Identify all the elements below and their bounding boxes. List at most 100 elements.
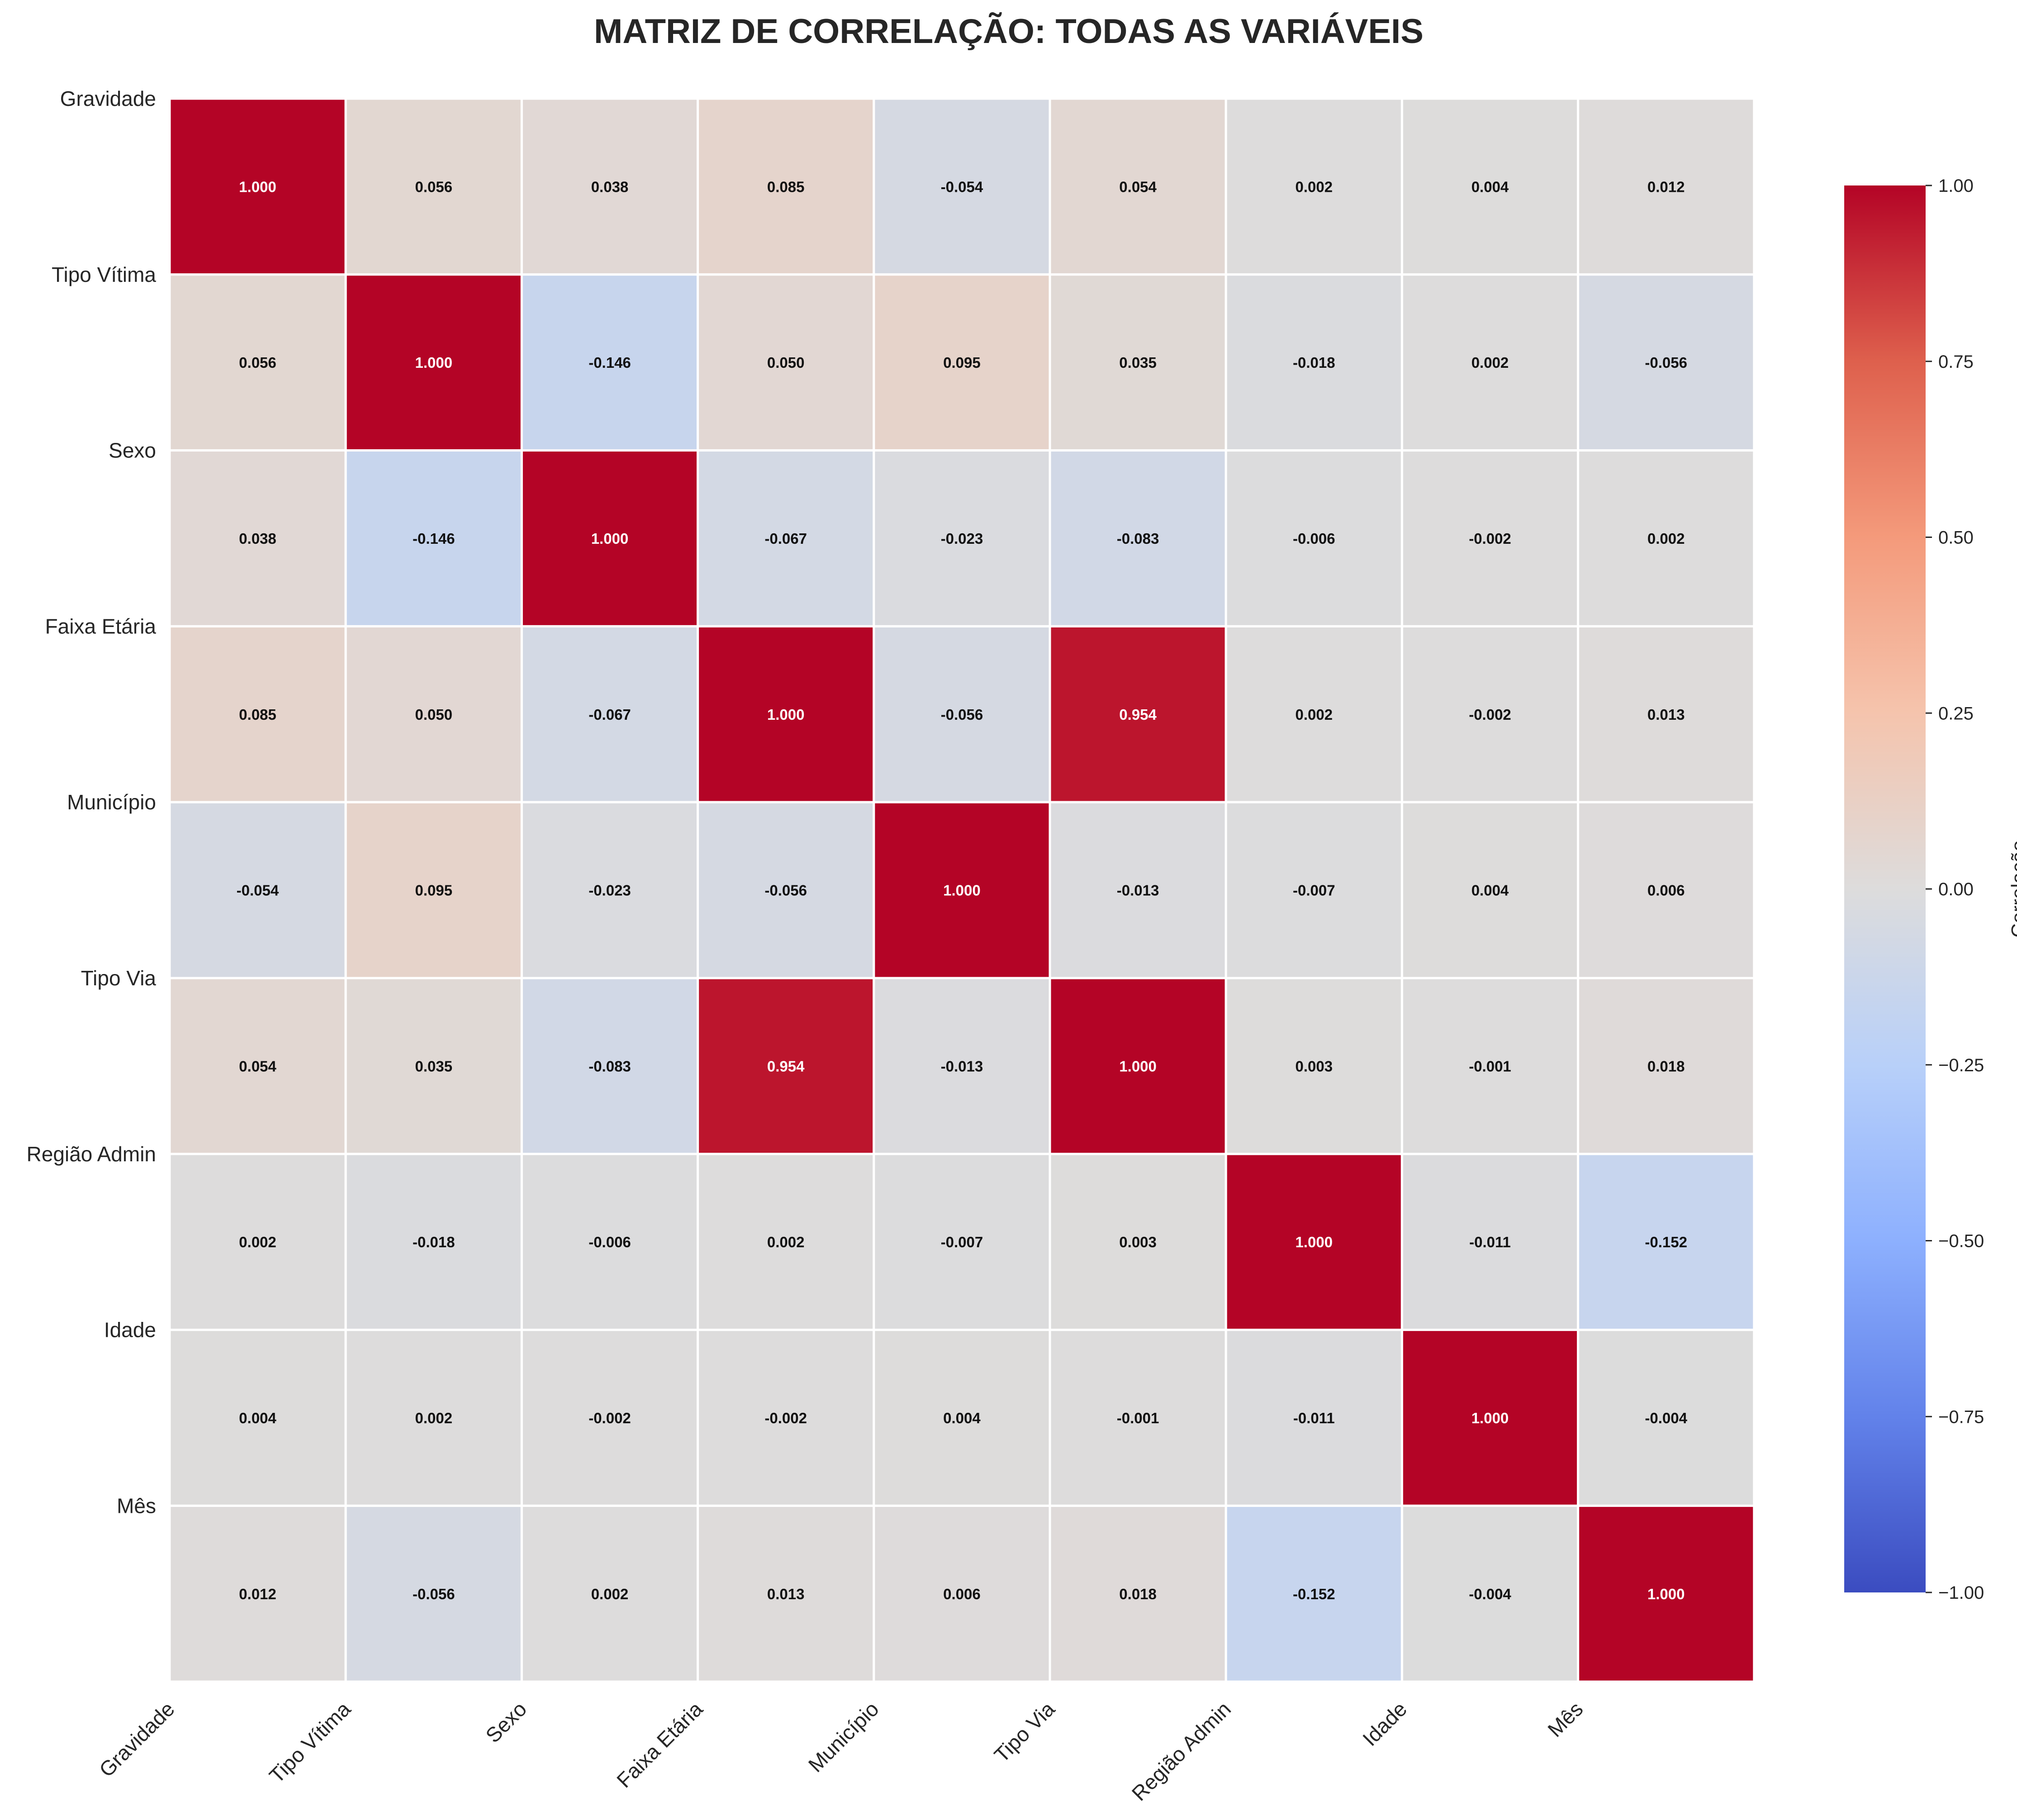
- row-label-2: Sexo: [109, 439, 156, 462]
- cell-value-label-1-7: 0.002: [1471, 354, 1509, 371]
- cell-value-label-3-3: 1.000: [767, 706, 805, 723]
- cell-value-label-2-2: 1.000: [591, 530, 629, 547]
- heatmap-cell-4-8: [1577, 801, 1756, 979]
- heatmap-cell-5-7: [1400, 977, 1580, 1155]
- cell-value-label-0-1: 0.056: [415, 178, 453, 195]
- row-label-3: Faixa Etária: [45, 614, 157, 638]
- row-label-6: Região Admin: [27, 1142, 156, 1166]
- cell-value-label-5-0: 0.054: [239, 1058, 276, 1074]
- cell-value-label-8-4: 0.006: [943, 1586, 981, 1602]
- heatmap-cell-5-5: [1049, 977, 1227, 1155]
- cell-value-label-4-3: -0.056: [764, 882, 807, 899]
- heatmap-cell-6-6: [1224, 1153, 1403, 1331]
- cell-value-label-5-8: 0.018: [1647, 1058, 1685, 1074]
- heatmap-cell-7-6: [1224, 1329, 1403, 1507]
- cell-value-label-3-5: 0.954: [1119, 706, 1157, 723]
- heatmap-cell-3-7: [1400, 625, 1580, 803]
- heatmap-cell-0-2: [520, 97, 699, 276]
- heatmap-cell-7-0: [168, 1329, 347, 1507]
- heatmap-cell-3-0: [168, 625, 347, 803]
- cell-value-label-7-5: -0.001: [1117, 1410, 1159, 1426]
- cell-value-label-8-6: -0.152: [1293, 1586, 1335, 1602]
- cell-value-label-2-3: -0.067: [764, 530, 807, 547]
- colorbar-tick-label-1: 0.75: [1938, 352, 1974, 372]
- cell-value-label-4-5: -0.013: [1117, 882, 1159, 899]
- heatmap-cell-1-3: [697, 273, 875, 452]
- column-label-2: Sexo: [481, 1697, 531, 1747]
- heatmap-cell-1-6: [1224, 273, 1403, 452]
- cell-value-label-0-8: 0.012: [1647, 178, 1685, 195]
- colorbar-tick-label-2: 0.50: [1938, 528, 1974, 548]
- cell-value-label-6-3: 0.002: [767, 1234, 805, 1250]
- row-labels: Gravidade Tipo Vítima Sexo Faixa Etária Muni…: [27, 87, 157, 1517]
- heatmap-cell-8-2: [520, 1504, 699, 1683]
- colorbar: 1.00 0.75 0.50 0.25 0.00 −0.25 −0.50 −0.75 −1.00…: [1844, 176, 2017, 1603]
- cell-value-label-0-6: 0.002: [1296, 178, 1333, 195]
- column-label-8: Mês: [1543, 1697, 1587, 1741]
- colorbar-tick-label-6: −0.50: [1938, 1231, 1984, 1251]
- cell-value-label-1-4: 0.095: [943, 354, 981, 371]
- column-label-7: Idade: [1358, 1697, 1411, 1750]
- cell-value-label-6-8: -0.152: [1645, 1234, 1687, 1250]
- cell-value-label-5-4: -0.013: [941, 1058, 983, 1074]
- cell-value-label-7-7: 1.000: [1471, 1410, 1509, 1426]
- heatmap-cell-1-4: [873, 273, 1051, 452]
- cell-value-label-3-8: 0.013: [1647, 706, 1685, 723]
- cell-value-label-7-1: 0.002: [415, 1410, 453, 1426]
- cell-value-label-2-4: -0.023: [941, 530, 983, 547]
- cell-value-label-8-5: 0.018: [1119, 1586, 1157, 1602]
- heatmap-cell-5-3: [697, 977, 875, 1155]
- heatmap-cell-1-7: [1400, 273, 1580, 452]
- heatmap-cell-4-3: [697, 801, 875, 979]
- cell-value-label-3-0: 0.085: [239, 706, 276, 723]
- cell-value-label-1-2: -0.146: [588, 354, 631, 371]
- heatmap-cell-4-1: [344, 801, 523, 979]
- row-label-7: Idade: [104, 1318, 156, 1342]
- heatmap-cell-8-1: [344, 1504, 523, 1683]
- cell-value-label-6-6: 1.000: [1296, 1234, 1333, 1250]
- cell-value-label-6-1: -0.018: [413, 1234, 455, 1250]
- cell-value-label-1-0: 0.056: [239, 354, 276, 371]
- colorbar-tick-label-5: −0.25: [1938, 1055, 1984, 1075]
- heatmap-cell-2-0: [168, 449, 347, 627]
- cell-value-label-4-2: -0.023: [588, 882, 631, 899]
- colorbar-tick-label-8: −1.00: [1938, 1583, 1984, 1603]
- heatmap-cell-7-3: [697, 1329, 875, 1507]
- heatmap-cell-8-4: [873, 1504, 1051, 1683]
- heatmap-cell-7-5: [1049, 1329, 1227, 1507]
- cell-value-label-1-5: 0.035: [1119, 354, 1157, 371]
- cell-value-label-3-1: 0.050: [415, 706, 453, 723]
- heatmap-cell-8-6: [1224, 1504, 1403, 1683]
- cell-value-label-0-5: 0.054: [1119, 178, 1157, 195]
- cell-value-label-4-8: 0.006: [1647, 882, 1685, 899]
- heatmap-cell-7-8: [1577, 1329, 1756, 1507]
- cell-value-label-8-8: 1.000: [1647, 1586, 1685, 1602]
- heatmap-cell-2-2: [520, 449, 699, 627]
- heatmap-cell-0-7: [1400, 97, 1580, 276]
- heatmap-cell-3-3: [697, 625, 875, 803]
- heatmap-cell-0-0: [168, 97, 347, 276]
- colorbar-tick-label-7: −0.75: [1938, 1407, 1984, 1427]
- row-label-8: Mês: [117, 1494, 156, 1517]
- cell-value-label-3-4: -0.056: [941, 706, 983, 723]
- cell-value-label-2-8: 0.002: [1647, 530, 1685, 547]
- heatmap-cell-7-4: [873, 1329, 1051, 1507]
- colorbar-tick-label-3: 0.25: [1938, 703, 1974, 723]
- cell-value-label-7-4: 0.004: [943, 1410, 981, 1426]
- cell-value-label-2-5: -0.083: [1117, 530, 1159, 547]
- heatmap-cell-1-8: [1577, 273, 1756, 452]
- cell-value-label-6-4: -0.007: [941, 1234, 983, 1250]
- heatmap-cell-3-8: [1577, 625, 1756, 803]
- heatmap-cell-8-3: [697, 1504, 875, 1683]
- column-label-3: Faixa Etária: [612, 1697, 707, 1792]
- heatmap-cell-2-4: [873, 449, 1051, 627]
- cell-value-label-4-0: -0.054: [237, 882, 279, 899]
- cell-value-label-8-3: 0.013: [767, 1586, 805, 1602]
- cell-value-label-8-7: -0.004: [1469, 1586, 1511, 1602]
- cell-value-label-2-6: -0.006: [1293, 530, 1335, 547]
- row-label-4: Município: [67, 790, 156, 814]
- heatmap-cell-6-4: [873, 1153, 1051, 1331]
- heatmap-cell-0-3: [697, 97, 875, 276]
- heatmap-cell-5-0: [168, 977, 347, 1155]
- cell-value-label-5-7: -0.001: [1469, 1058, 1511, 1074]
